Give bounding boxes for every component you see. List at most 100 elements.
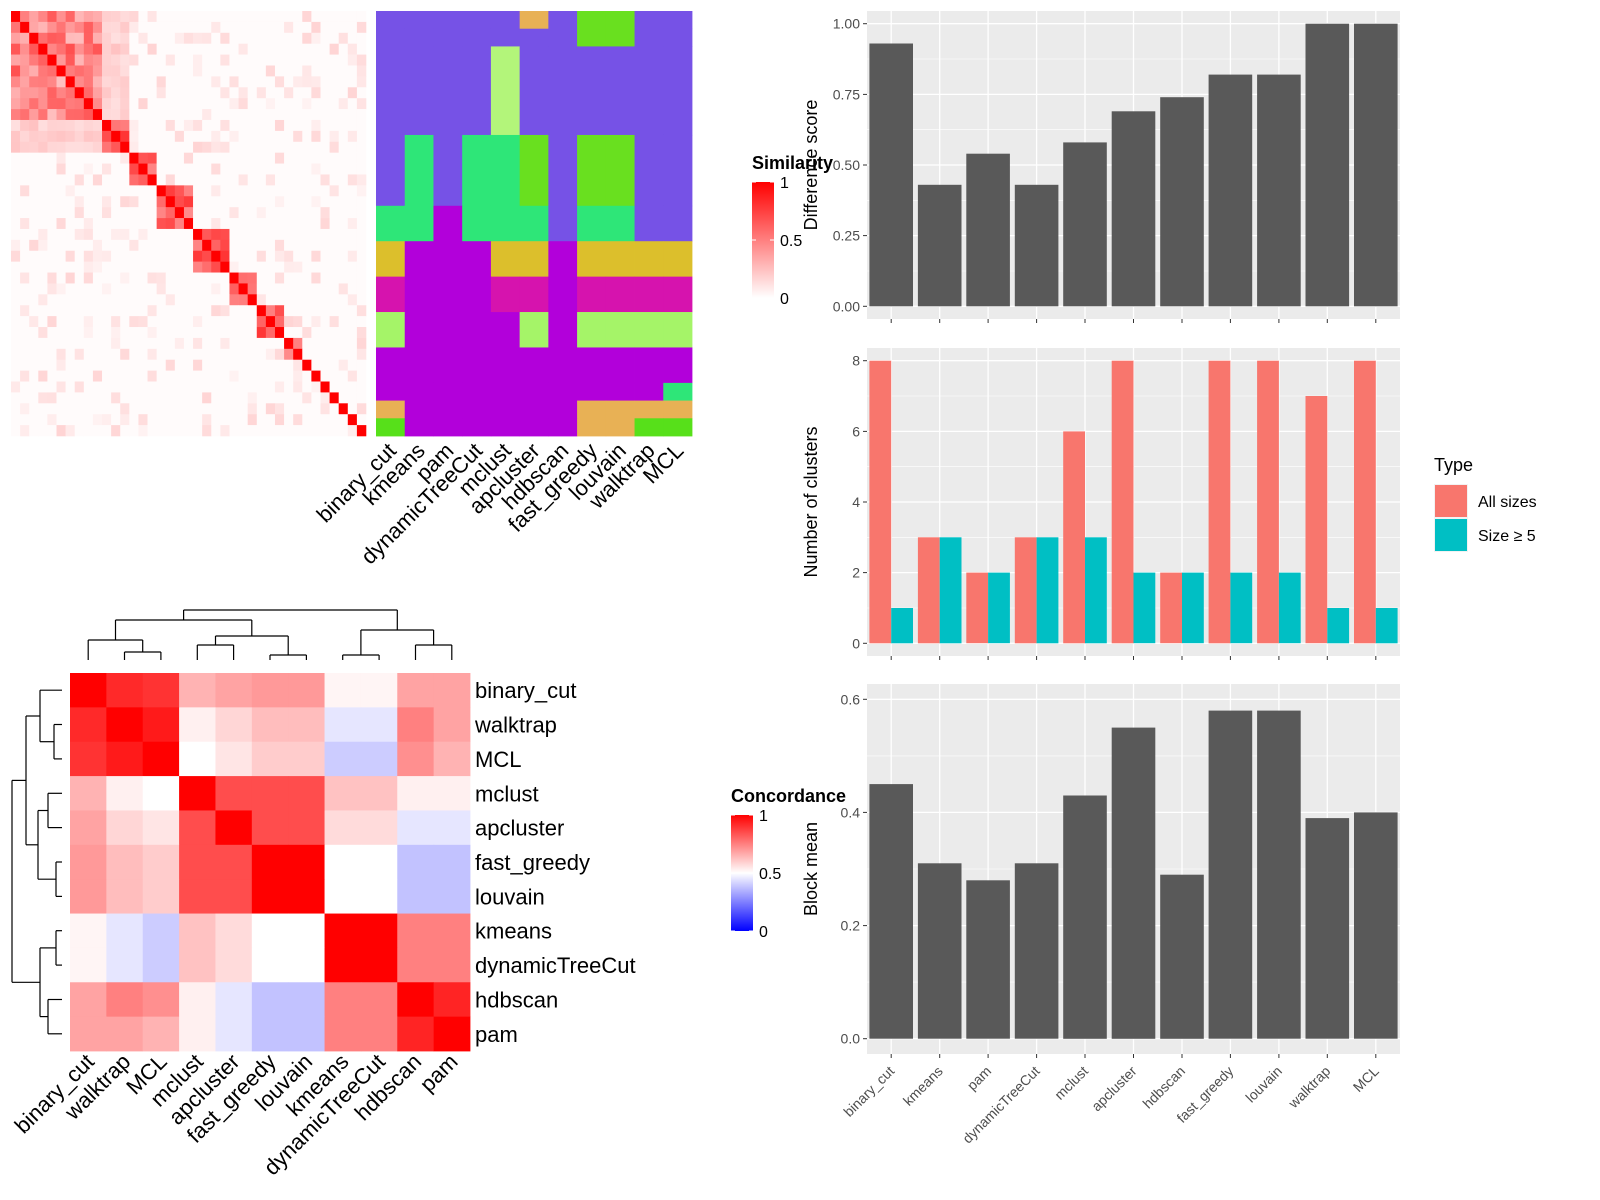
concordance-legend-tick: 0 — [759, 924, 768, 941]
similarity-cell — [238, 414, 248, 426]
similarity-cell — [229, 316, 239, 328]
similarity-cell — [329, 283, 339, 295]
similarity-cell — [120, 174, 130, 186]
similarity-cell — [302, 250, 312, 262]
similarity-cell — [83, 370, 94, 382]
concordance-cell — [179, 776, 216, 811]
similarity-cell — [120, 163, 130, 175]
membership-cell — [519, 241, 549, 278]
concordance-cell — [215, 741, 253, 777]
similarity-cell — [92, 239, 103, 252]
similarity-cell — [111, 65, 121, 77]
similarity-cell — [165, 87, 176, 99]
similarity-cell — [347, 174, 358, 186]
similarity-cell — [320, 381, 330, 393]
similarity-cell — [202, 305, 212, 317]
similarity-cell — [356, 370, 367, 382]
concordance-cell — [70, 982, 107, 1018]
similarity-cell — [302, 21, 312, 34]
similarity-cell — [147, 381, 157, 393]
similarity-cell — [229, 272, 239, 284]
similarity-cell — [247, 43, 258, 55]
similarity-cell — [102, 196, 112, 208]
similarity-cell — [83, 141, 94, 153]
similarity-cell — [29, 163, 39, 175]
membership-cell — [519, 347, 549, 384]
similarity-cell — [202, 228, 212, 241]
similarity-cell — [302, 414, 312, 426]
similarity-cell — [138, 414, 148, 426]
similarity-cell — [284, 21, 294, 34]
similarity-cell — [238, 261, 248, 273]
similarity-cell — [65, 327, 76, 339]
similarity-cell — [29, 294, 39, 306]
similarity-cell — [83, 76, 94, 88]
similarity-cell — [356, 239, 367, 252]
membership-cell — [433, 400, 463, 419]
membership-cell — [490, 134, 521, 207]
similarity-cell — [138, 11, 148, 23]
similarity-cell — [193, 305, 203, 317]
similarity-cell — [147, 305, 157, 317]
similarity-cell — [256, 141, 267, 153]
similarity-cell — [293, 152, 303, 164]
similarity-cell — [256, 174, 267, 186]
similarity-cell — [56, 414, 66, 426]
similarity-cell — [74, 11, 85, 23]
x-tick-label: apcluster — [1088, 1063, 1140, 1115]
similarity-cell — [356, 337, 367, 350]
concordance-cell — [397, 913, 435, 949]
similarity-cell — [247, 403, 258, 415]
similarity-cell — [65, 228, 76, 241]
similarity-cell — [265, 337, 276, 350]
type-legend-title: Type — [1434, 455, 1473, 475]
legend-key — [1435, 519, 1467, 551]
similarity-cell — [356, 54, 367, 66]
similarity-cell — [156, 272, 167, 284]
similarity-cell — [165, 141, 176, 153]
similarity-cell — [138, 174, 148, 186]
similarity-cell — [183, 109, 194, 121]
similarity-cell — [156, 163, 167, 175]
similarity-cell — [247, 11, 258, 23]
y-tick-label: 0.2 — [841, 918, 861, 934]
similarity-cell — [74, 414, 85, 426]
similarity-cell — [329, 87, 339, 99]
similarity-cell — [20, 316, 30, 328]
similarity-cell — [174, 337, 185, 350]
concordance-row-label: pam — [475, 1022, 518, 1047]
similarity-cell — [74, 109, 85, 121]
similarity-cell — [92, 414, 103, 426]
similarity-cell — [111, 76, 121, 88]
similarity-cell — [211, 43, 221, 55]
similarity-cell — [320, 228, 330, 241]
similarity-cell — [311, 359, 321, 371]
similarity-cell — [329, 228, 339, 241]
similarity-cell — [38, 76, 48, 88]
similarity-cell — [247, 32, 258, 44]
similarity-cell — [220, 141, 230, 153]
similarity-cell — [293, 370, 303, 382]
similarity-cell — [338, 76, 349, 88]
similarity-cell — [238, 239, 248, 252]
similarity-cell — [347, 305, 358, 317]
similarity-cell — [129, 392, 139, 404]
similarity-cell — [92, 32, 103, 44]
similarity-cell — [138, 54, 148, 66]
concordance-cell — [70, 776, 107, 811]
similarity-cell — [38, 327, 48, 339]
similarity-cell — [356, 359, 367, 371]
similarity-cell — [356, 228, 367, 241]
similarity-cell — [156, 359, 167, 371]
similarity-cell — [74, 65, 85, 77]
similarity-cell — [274, 370, 285, 382]
similarity-cell — [329, 109, 339, 121]
similarity-cell — [320, 185, 330, 197]
similarity-cell — [102, 32, 112, 44]
similarity-cell — [302, 239, 312, 252]
similarity-cell — [311, 348, 321, 361]
similarity-cell — [102, 98, 112, 110]
similarity-cell — [183, 392, 194, 404]
similarity-cell — [183, 425, 194, 437]
